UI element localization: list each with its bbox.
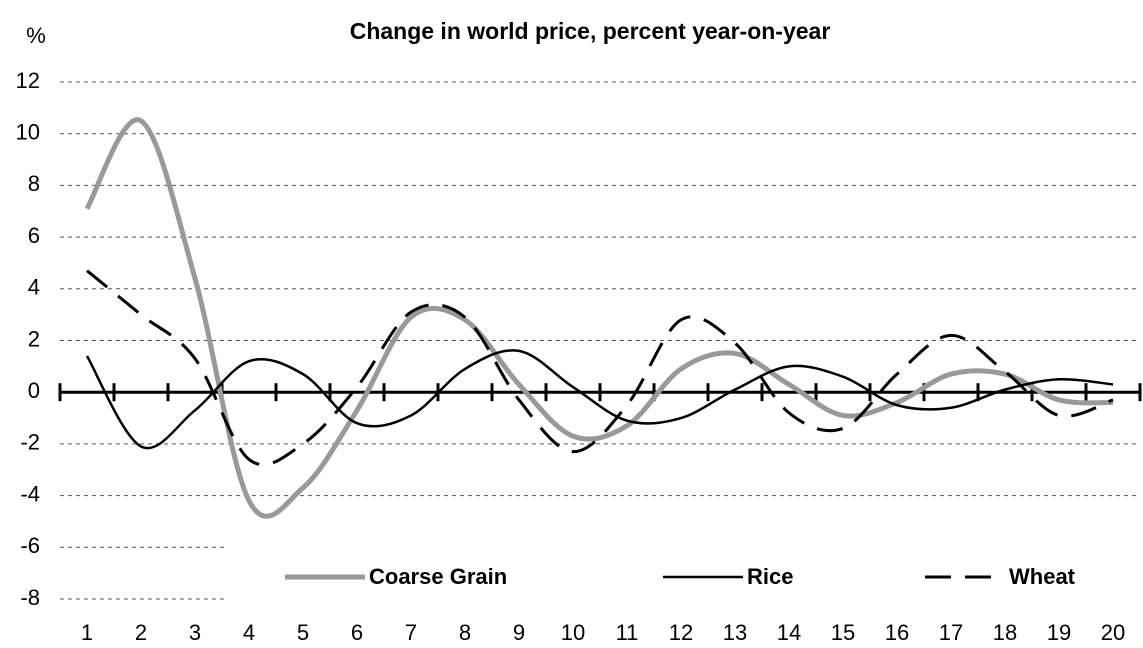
series-line	[84, 117, 1114, 519]
x-tick-label: 8	[459, 620, 471, 645]
series-line	[85, 349, 1114, 450]
x-tick-label: 13	[723, 620, 747, 645]
x-tick-label: 3	[189, 620, 201, 645]
x-tick-label: 20	[1101, 620, 1125, 645]
x-tick-label: 18	[993, 620, 1017, 645]
y-tick-label: 0	[28, 378, 40, 403]
legend-label: Coarse Grain	[369, 564, 507, 589]
y-tick-label: 8	[28, 171, 40, 196]
x-tick-label: 14	[777, 620, 801, 645]
y-tick-label: 12	[16, 68, 40, 93]
y-tick-label: -2	[20, 430, 40, 455]
chart-title: Change in world price, percent year-on-y…	[350, 18, 831, 44]
legend-label: Rice	[747, 564, 793, 589]
legend-label: Wheat	[1009, 564, 1076, 589]
y-axis-label: %	[26, 23, 46, 48]
y-tick-label: -8	[20, 585, 40, 610]
y-tick-label: -6	[20, 533, 40, 558]
y-tick-label: 6	[28, 223, 40, 248]
x-tick-label: 10	[561, 620, 585, 645]
x-tick-label: 6	[351, 620, 363, 645]
x-tick-label: 17	[939, 620, 963, 645]
x-tick-label: 11	[616, 620, 639, 645]
legend-box	[224, 535, 1140, 615]
x-tick-label: 4	[243, 620, 255, 645]
y-tick-label: 4	[28, 275, 40, 300]
x-tick-label: 2	[135, 620, 147, 645]
x-tick-label: 16	[885, 620, 909, 645]
y-tick-label: 10	[16, 120, 40, 145]
x-tick-label: 5	[297, 620, 309, 645]
x-tick-label: 12	[669, 620, 693, 645]
x-tick-label: 9	[513, 620, 525, 645]
x-tick-label: 7	[405, 620, 417, 645]
x-tick-label: 1	[81, 620, 93, 645]
x-tick-label: 19	[1047, 620, 1071, 645]
y-tick-label: -4	[20, 481, 40, 506]
y-tick-label: 2	[28, 326, 40, 351]
series-line	[86, 269, 1114, 467]
x-tick-label: 15	[831, 620, 855, 645]
